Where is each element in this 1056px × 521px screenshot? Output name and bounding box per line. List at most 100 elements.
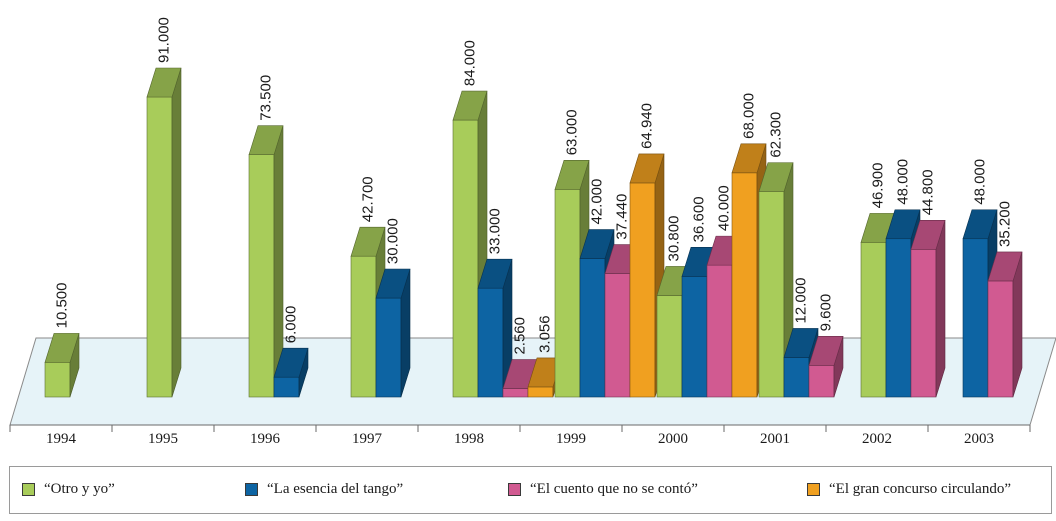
legend-item-la-esencia-del-tango: “La esencia del tango” [245, 481, 403, 498]
year-label-2000: 2000 [658, 431, 688, 447]
bar-value-label: 42.700 [360, 176, 377, 222]
year-label-2001: 2001 [760, 431, 790, 447]
legend-swatch [245, 483, 258, 496]
bar-top [273, 347, 309, 378]
bar-value-label: 73.500 [258, 75, 275, 121]
bars-group: 10.500 91.000 73.500 6.000 42.700 30.000 84.00… [44, 17, 1023, 398]
bar-top [885, 209, 921, 240]
bar-top [477, 258, 513, 289]
bar-front [375, 297, 402, 398]
bar-top [731, 143, 767, 174]
bar-front [502, 388, 529, 398]
legend-swatch [22, 483, 35, 496]
bar-value-label: 64.940 [639, 103, 656, 149]
bar-1994-series-0 [44, 333, 80, 398]
bar-front [962, 238, 989, 398]
bar-top [808, 336, 844, 366]
bar-value-label: 42.000 [589, 179, 606, 225]
year-label-1998: 1998 [454, 431, 484, 447]
bar-value-label: 40.000 [716, 185, 733, 231]
bar-front [987, 280, 1014, 398]
bar-value-label: 63.000 [564, 109, 581, 155]
bar-front [706, 264, 733, 398]
bar-front [477, 287, 504, 398]
bar-value-label: 48.000 [972, 159, 989, 205]
bar-value-label: 9.600 [818, 294, 835, 332]
bar-front [146, 96, 173, 398]
bar-1995-series-0 [146, 67, 182, 398]
bar-top [962, 209, 998, 240]
bar-value-label: 84.000 [462, 40, 479, 86]
bar-front [758, 191, 785, 398]
bar-front [273, 376, 300, 398]
legend-item-otro-y-yo: “Otro y yo” [22, 481, 115, 498]
year-label-1996: 1996 [250, 431, 281, 447]
bar-value-label: 33.000 [487, 208, 504, 254]
bar-1997-series-0 [350, 226, 386, 398]
bar-2002-series-2 [910, 220, 946, 398]
bar-value-label: 12.000 [793, 278, 810, 324]
bar-front [656, 295, 683, 398]
legend: “Otro y yo” “La esencia del tango” “El c… [9, 466, 1052, 514]
bar-chart: 10.500 91.000 73.500 6.000 42.700 30.000 84.00… [9, 17, 1056, 447]
bar-value-label: 62.300 [768, 112, 785, 158]
bar-value-label: 30.800 [666, 216, 683, 262]
legend-item-el-cuento-que-no-se-conto: “El cuento que no se contó” [508, 481, 698, 498]
legend-label: “El cuento que no se contó” [530, 481, 698, 497]
bar-front [554, 189, 581, 398]
bar-front [885, 238, 912, 398]
bar-front [629, 182, 656, 398]
bar-top [629, 153, 665, 184]
bar-1999-series-0 [554, 160, 590, 398]
bar-front [579, 258, 606, 398]
bar-value-label: 91.000 [156, 17, 173, 63]
bar-top [248, 125, 284, 155]
bar-front [350, 255, 377, 398]
bar-top [783, 328, 819, 358]
year-label-2002: 2002 [862, 431, 892, 447]
bar-value-label: 10.500 [54, 282, 71, 328]
bar-front [910, 249, 937, 398]
legend-swatch [807, 483, 820, 496]
bar-1998-series-0 [452, 90, 488, 398]
bar-1996-series-0 [248, 125, 284, 398]
bar-top [987, 251, 1023, 282]
bar-front [731, 172, 758, 398]
bar-top [758, 162, 794, 192]
bar-1997-series-1 [375, 268, 411, 398]
year-label-2003: 2003 [964, 431, 994, 447]
legend-item-el-gran-concurso-circulando: “El gran concurso circulando” [807, 481, 1011, 498]
bar-front [808, 365, 835, 398]
bar-2003-series-2 [987, 251, 1023, 398]
year-label-1999: 1999 [556, 431, 586, 447]
legend-swatch [508, 483, 521, 496]
bar-top [350, 226, 386, 257]
bar-top [146, 67, 182, 98]
bar-front [783, 357, 810, 398]
bar-front [860, 242, 887, 398]
bar-top [579, 229, 615, 259]
bar-value-label: 6.000 [283, 306, 300, 344]
bar-2001-series-2 [808, 336, 844, 398]
bar-top [910, 220, 946, 250]
bar-value-label: 36.600 [691, 196, 708, 242]
legend-label: “La esencia del tango” [267, 481, 404, 497]
bar-front [44, 362, 71, 398]
year-label-1995: 1995 [148, 431, 178, 447]
bar-front [604, 273, 631, 398]
bar-front [452, 119, 479, 398]
bar-top [452, 90, 488, 121]
bar-top [44, 333, 80, 363]
bar-value-label: 37.440 [614, 194, 631, 240]
bar-value-label: 44.800 [920, 169, 937, 215]
bar-side [171, 67, 182, 398]
bar-side [935, 220, 946, 398]
bar-1996-series-1 [273, 347, 309, 398]
bar-value-label: 48.000 [895, 159, 912, 205]
bar-front [681, 276, 708, 398]
bar-top [375, 268, 411, 299]
legend-label: “El gran concurso circulando” [829, 481, 1011, 497]
bar-value-label: 68.000 [741, 93, 758, 139]
bar-2001-series-1 [783, 328, 819, 398]
x-axis-ticks [9, 425, 1031, 432]
